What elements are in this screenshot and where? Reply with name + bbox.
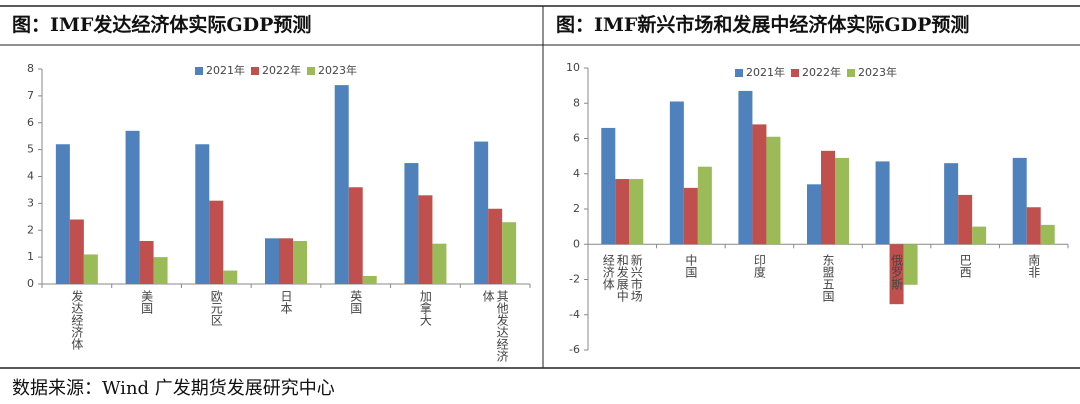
bar [404, 163, 419, 284]
bar [55, 144, 70, 284]
x-tick-label: 印度 [752, 254, 767, 278]
legend-swatch [735, 69, 743, 77]
x-tick-label: 美国 [139, 290, 154, 314]
x-tick-label: 新兴市场和发展中经济体 [601, 254, 644, 302]
y-tick-label: 4 [27, 170, 34, 183]
y-tick-label: -2 [569, 273, 580, 286]
bar [125, 130, 140, 284]
y-tick-label: 4 [573, 167, 580, 180]
bar [807, 184, 821, 245]
bar [223, 270, 238, 284]
y-tick-label: -6 [569, 343, 580, 356]
bar [69, 219, 84, 284]
bar [903, 244, 918, 285]
bar [958, 194, 973, 245]
legend-label: 2021年 [206, 63, 245, 77]
legend-swatch [847, 69, 855, 77]
bar [348, 187, 363, 284]
y-tick-label: 2 [573, 202, 580, 215]
legend-swatch [195, 67, 203, 75]
bar [474, 141, 489, 284]
bar [209, 200, 224, 284]
bar [972, 226, 987, 245]
y-tick-label: 8 [573, 96, 580, 109]
legend-swatch [791, 69, 799, 77]
bar [83, 254, 98, 284]
bar [889, 244, 904, 305]
bar [488, 208, 503, 284]
y-tick-label: 6 [573, 132, 580, 145]
bar [1026, 207, 1041, 245]
y-tick-label: 3 [27, 196, 34, 209]
bar [615, 179, 630, 245]
bar [875, 161, 890, 245]
y-tick-label: 10 [566, 61, 580, 74]
bar [1012, 157, 1027, 245]
y-tick-label: 6 [27, 116, 34, 129]
bar [835, 157, 849, 245]
bar [1040, 224, 1055, 245]
x-tick-label: 加拿大 [418, 290, 433, 326]
bar [362, 275, 377, 284]
legend-swatch [307, 67, 315, 75]
bar [195, 144, 210, 284]
bar [752, 124, 767, 245]
legend-label: 2022年 [262, 63, 301, 77]
source-note: 数据来源：Wind 广发期货发展研究中心 [12, 378, 335, 399]
x-tick-label: 欧元区 [209, 290, 224, 326]
y-tick-label: 7 [27, 89, 34, 102]
legend-label: 2022年 [802, 65, 841, 79]
x-tick-label: 中国 [683, 254, 698, 278]
chart: 0 1 2 3 4 5 6 7 8 2021年 2022年 2023年 -6 -4 -2 0 2 4 6 8 10 202… [0, 5, 1080, 369]
bar [697, 166, 712, 245]
x-tick-label: 英国 [348, 290, 363, 314]
bar [669, 101, 684, 245]
chart-title: 图：IMF新兴市场和发展中经济体实际GDP预测 [556, 14, 970, 36]
y-tick-label: 0 [573, 237, 580, 250]
y-tick-label: 0 [27, 277, 34, 290]
bar [279, 238, 293, 284]
bar [139, 241, 154, 284]
y-tick-label: -4 [569, 308, 580, 321]
bar [265, 238, 279, 284]
x-tick-label: 东盟五国 [821, 254, 835, 302]
bar [944, 163, 959, 245]
bar [821, 150, 835, 245]
bar [629, 179, 644, 245]
bar [293, 241, 307, 284]
y-tick-label: 2 [27, 223, 34, 236]
bar [738, 90, 753, 245]
bar [334, 85, 349, 284]
legend-label: 2021年 [746, 65, 785, 79]
bar [153, 257, 168, 284]
bar [432, 243, 447, 284]
y-tick-label: 5 [27, 143, 34, 156]
bar [601, 127, 616, 245]
x-tick-label: 南非 [1026, 254, 1041, 278]
legend-label: 2023年 [318, 63, 357, 77]
bar [418, 195, 433, 284]
chart-title: 图：IMF发达经济体实际GDP预测 [12, 14, 312, 36]
y-tick-label: 8 [27, 62, 34, 75]
legend-swatch [251, 67, 259, 75]
x-tick-label: 其他发达经济体 [481, 290, 510, 362]
bar [683, 187, 698, 245]
legend-label: 2023年 [858, 65, 897, 79]
y-tick-label: 1 [27, 250, 34, 263]
bar [766, 136, 781, 245]
bar [502, 222, 517, 284]
x-tick-label: 日本 [279, 290, 293, 314]
x-tick-label: 发达经济体 [69, 290, 84, 350]
x-tick-label: 巴西 [958, 254, 973, 278]
x-tick-label: 俄罗斯 [889, 254, 904, 290]
